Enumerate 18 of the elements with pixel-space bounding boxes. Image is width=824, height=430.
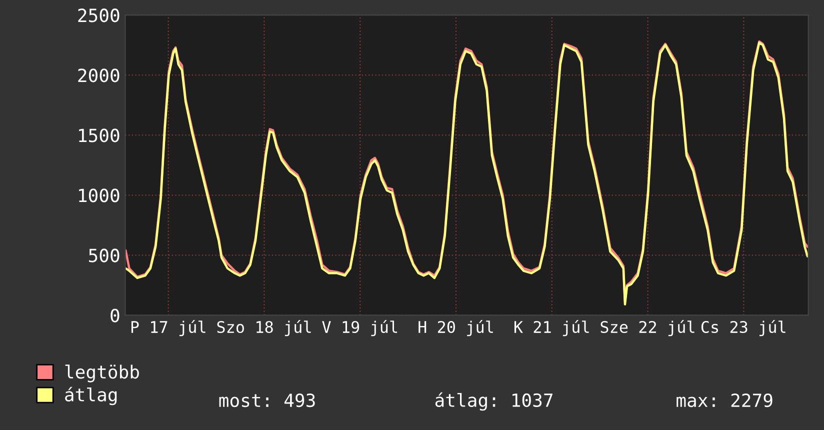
- y-tick-label: 1000: [79, 188, 120, 202]
- x-tick-label: Cs 23 júl: [701, 320, 786, 336]
- y-tick-label: 500: [89, 248, 120, 262]
- x-tick-label: Sze 22 júl: [600, 320, 694, 336]
- y-tick-label: 2000: [78, 68, 120, 82]
- legend-label: átlag: [65, 386, 117, 406]
- legend-label: legtöbb: [65, 364, 139, 382]
- x-tick-label: V 19 júl: [322, 320, 398, 336]
- y-tick-label: 1500: [79, 128, 120, 142]
- text: max: 2279: [676, 393, 772, 408]
- x-tick-label: H 20 júl: [418, 320, 493, 336]
- y-tick-label: 2500: [78, 8, 120, 22]
- y-tick-label: 0: [110, 308, 120, 322]
- text: most: 493: [219, 393, 315, 408]
- x-tick-label: Szo 18 júl: [217, 320, 311, 336]
- x-tick-label: K 21 júl: [514, 320, 589, 336]
- text: átlag: 1037: [435, 392, 552, 411]
- x-tick-label: P 17 júl: [131, 320, 206, 336]
